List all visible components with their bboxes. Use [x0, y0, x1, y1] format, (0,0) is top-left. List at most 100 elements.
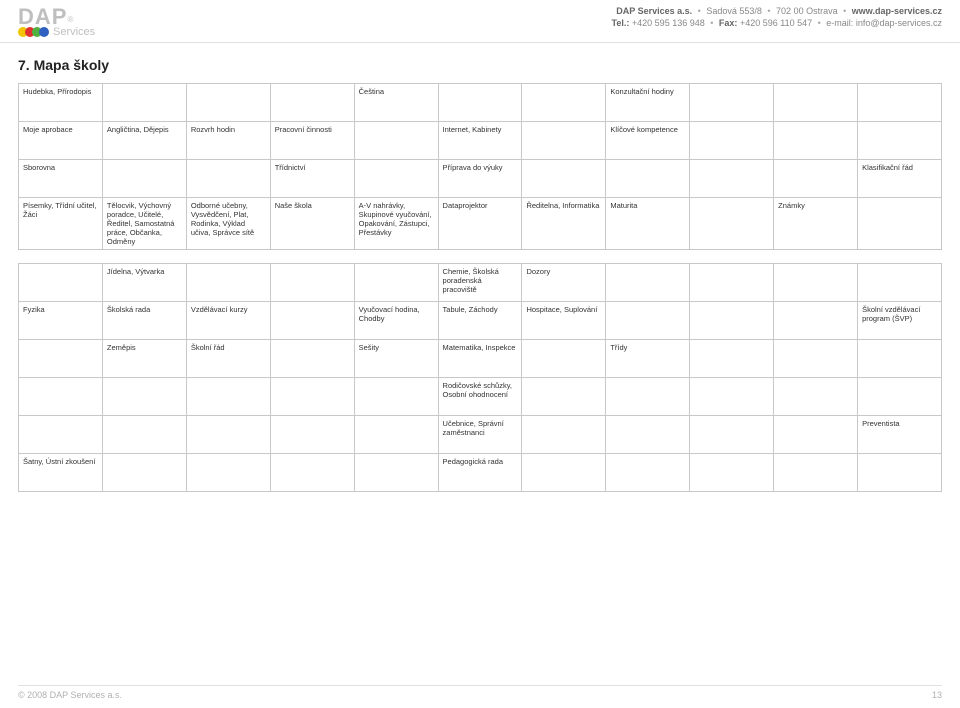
table-cell: [186, 160, 270, 198]
table-cell: Klíčové kompetence: [606, 122, 690, 160]
table-cell: [19, 340, 103, 378]
table-cell: [522, 454, 606, 492]
table-cell: Ředitelna, Informatika: [522, 198, 606, 250]
table-row: Moje aprobaceAngličtina, DějepisRozvrh h…: [19, 122, 942, 160]
table-cell: Třídy: [606, 340, 690, 378]
table-cell: [774, 122, 858, 160]
table-cell: [102, 160, 186, 198]
table-cell: [186, 84, 270, 122]
table-cell: Hudebka, Přírodopis: [19, 84, 103, 122]
page-header: DAP® Services DAP Services a.s. • Sadová…: [0, 0, 960, 43]
table-row: ZeměpisŠkolní řádSešityMatematika, Inspe…: [19, 340, 942, 378]
table-cell: Třídnictví: [270, 160, 354, 198]
table-cell: Pedagogická rada: [438, 454, 522, 492]
table-row: FyzikaŠkolská radaVzdělávací kurzyVyučov…: [19, 302, 942, 340]
table-cell: Klasifikační řád: [858, 160, 942, 198]
table-cell: [858, 264, 942, 302]
table-cell: [270, 340, 354, 378]
table-cell: [858, 122, 942, 160]
table-cell: [606, 160, 690, 198]
table-cell: [522, 340, 606, 378]
table-cell: Známky: [774, 198, 858, 250]
table-row: Hudebka, PřírodopisČeštinaKonzultační ho…: [19, 84, 942, 122]
table-cell: Dozory: [522, 264, 606, 302]
footer: © 2008 DAP Services a.s. 13: [18, 685, 942, 700]
table-cell: Odborné učebny, Vysvědčení, Plat, Rodink…: [186, 198, 270, 250]
table-cell: [186, 454, 270, 492]
table-cell: [774, 416, 858, 454]
table-cell: [354, 122, 438, 160]
table-cell: [102, 416, 186, 454]
logo-reg: ®: [67, 15, 73, 24]
table-cell: [858, 454, 942, 492]
company-name: DAP Services a.s.: [616, 6, 692, 16]
table-cell: Učebnice, Správní zaměstnanci: [438, 416, 522, 454]
table-cell: Čeština: [354, 84, 438, 122]
table-cell: [270, 454, 354, 492]
table-cell: Pracovní činnosti: [270, 122, 354, 160]
table-cell: [102, 454, 186, 492]
table-row: Jídelna, VýtvarkaChemie, Školská poraden…: [19, 264, 942, 302]
table-cell: Tabule, Záchody: [438, 302, 522, 340]
table-cell: [858, 84, 942, 122]
table-cell: [606, 378, 690, 416]
table-cell: Tělocvik, Výchovný poradce, Učitelé, Řed…: [102, 198, 186, 250]
table-cell: Rozvrh hodin: [186, 122, 270, 160]
table-cell: Naše škola: [270, 198, 354, 250]
table-cell: Preventista: [858, 416, 942, 454]
table-cell: Dataprojektor: [438, 198, 522, 250]
table-row: SborovnaTřídnictvíPříprava do výukyKlasi…: [19, 160, 942, 198]
table-cell: [270, 264, 354, 302]
table-cell: [522, 160, 606, 198]
table-cell: [690, 198, 774, 250]
table-cell: Moje aprobace: [19, 122, 103, 160]
table-cell: [690, 378, 774, 416]
table-cell: [690, 454, 774, 492]
table-cell: [690, 340, 774, 378]
table-cell: [438, 84, 522, 122]
table-cell: A-V nahrávky, Skupinové vyučování, Opako…: [354, 198, 438, 250]
table-cell: [774, 302, 858, 340]
table-cell: [690, 122, 774, 160]
table-cell: [858, 340, 942, 378]
table-cell: [270, 302, 354, 340]
table-cell: [690, 160, 774, 198]
footer-copyright: © 2008 DAP Services a.s.: [18, 690, 122, 700]
table-cell: Školská rada: [102, 302, 186, 340]
table-row: Šatny, Ústní zkoušeníPedagogická rada: [19, 454, 942, 492]
table-cell: [19, 264, 103, 302]
table-cell: [606, 416, 690, 454]
table-cell: [606, 264, 690, 302]
table-cell: [270, 84, 354, 122]
table-cell: [522, 122, 606, 160]
table-cell: [270, 378, 354, 416]
tel-value: +420 595 136 948: [632, 18, 705, 28]
table-cell: Zeměpis: [102, 340, 186, 378]
table-cell: [354, 264, 438, 302]
table-cell: [774, 84, 858, 122]
table-cell: [186, 264, 270, 302]
table-cell: Sborovna: [19, 160, 103, 198]
table-cell: [690, 84, 774, 122]
table-cell: Hospitace, Suplování: [522, 302, 606, 340]
content: 7. Mapa školy Hudebka, PřírodopisČeština…: [0, 43, 960, 492]
table-cell: [102, 378, 186, 416]
table-cell: [19, 416, 103, 454]
table-cell: Internet, Kabinety: [438, 122, 522, 160]
table-cell: [606, 454, 690, 492]
table-cell: Školní řád: [186, 340, 270, 378]
table-cell: [690, 264, 774, 302]
table-cell: [774, 264, 858, 302]
table-cell: Vyučovací hodina, Chodby: [354, 302, 438, 340]
table-cell: [774, 340, 858, 378]
table-cell: Sešity: [354, 340, 438, 378]
table-cell: Jídelna, Výtvarka: [102, 264, 186, 302]
table-cell: [858, 198, 942, 250]
table-cell: [774, 454, 858, 492]
table-cell: Školní vzdělávací program (ŠVP): [858, 302, 942, 340]
table-cell: [522, 378, 606, 416]
table-cell: [354, 416, 438, 454]
table-row: Písemky, Třídní učitel, ŽáciTělocvik, Vý…: [19, 198, 942, 250]
table-row: Rodičovské schůzky, Osobní ohodnocení: [19, 378, 942, 416]
table-cell: Písemky, Třídní učitel, Žáci: [19, 198, 103, 250]
